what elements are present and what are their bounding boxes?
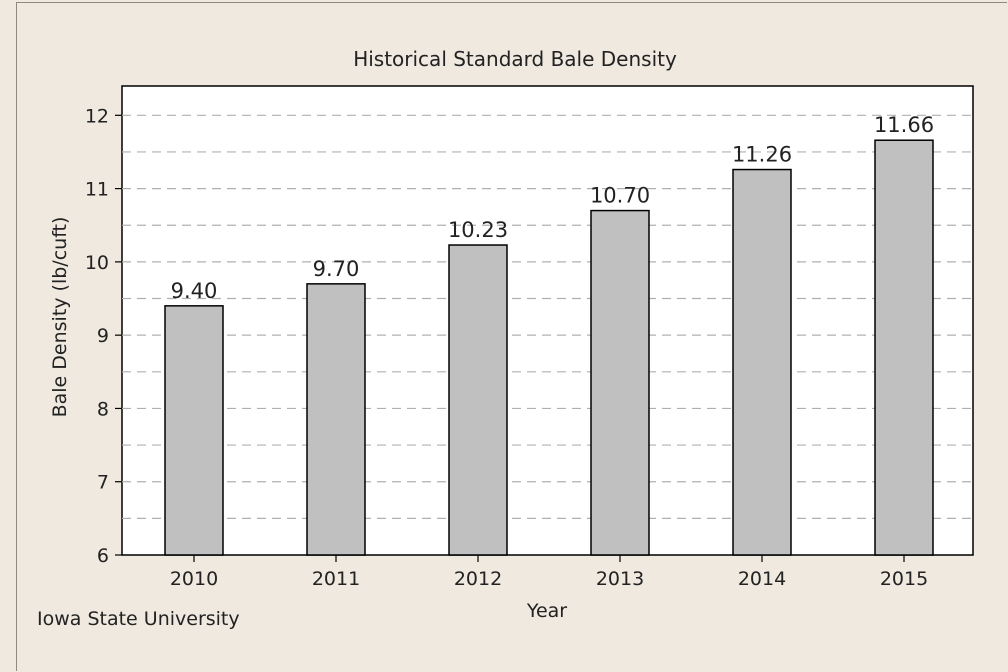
y-tick-label: 11: [85, 179, 109, 201]
chart-frame: [16, 2, 1007, 671]
bar: [164, 305, 224, 556]
x-axis-label: Year: [526, 600, 567, 622]
data-label: 9.70: [313, 257, 360, 281]
chart-title: Historical Standard Bale Density: [353, 47, 677, 71]
bar: [306, 283, 366, 556]
y-tick-label: 10: [85, 252, 109, 274]
x-tick-label: 2014: [738, 568, 786, 590]
x-tick-label: 2012: [454, 568, 502, 590]
bar: [590, 209, 650, 556]
bar: [448, 244, 508, 556]
grid-lines: [122, 114, 973, 519]
y-tick-label: 12: [85, 105, 109, 127]
y-axis-label: Bale Density (lb/cuft): [49, 217, 71, 418]
y-axis: 6 7 8 9 10 11 12: [85, 105, 122, 567]
x-tick-label: 2010: [170, 568, 218, 590]
data-label: 10.70: [590, 184, 650, 208]
data-label: 11.26: [732, 143, 792, 167]
bar: [874, 139, 934, 556]
plot-area: [121, 85, 974, 556]
x-tick-label: 2013: [596, 568, 644, 590]
bar: [732, 168, 792, 556]
y-tick-label: 9: [97, 325, 109, 347]
y-tick-label: 6: [97, 545, 109, 567]
bars: [164, 139, 934, 556]
x-tick-label: 2011: [312, 568, 360, 590]
y-tick-label: 7: [97, 472, 109, 494]
source-credit: Iowa State University: [37, 608, 240, 630]
data-label: 10.23: [448, 218, 508, 242]
y-tick-label: 8: [97, 398, 109, 420]
data-labels: 9.40 9.70 10.23 10.70 11.26 11.66: [171, 113, 934, 303]
data-label: 9.40: [171, 279, 218, 303]
x-axis: 2010 2011 2012 2013 2014 2015: [170, 555, 928, 590]
data-label: 11.66: [874, 113, 934, 137]
x-tick-label: 2015: [880, 568, 928, 590]
